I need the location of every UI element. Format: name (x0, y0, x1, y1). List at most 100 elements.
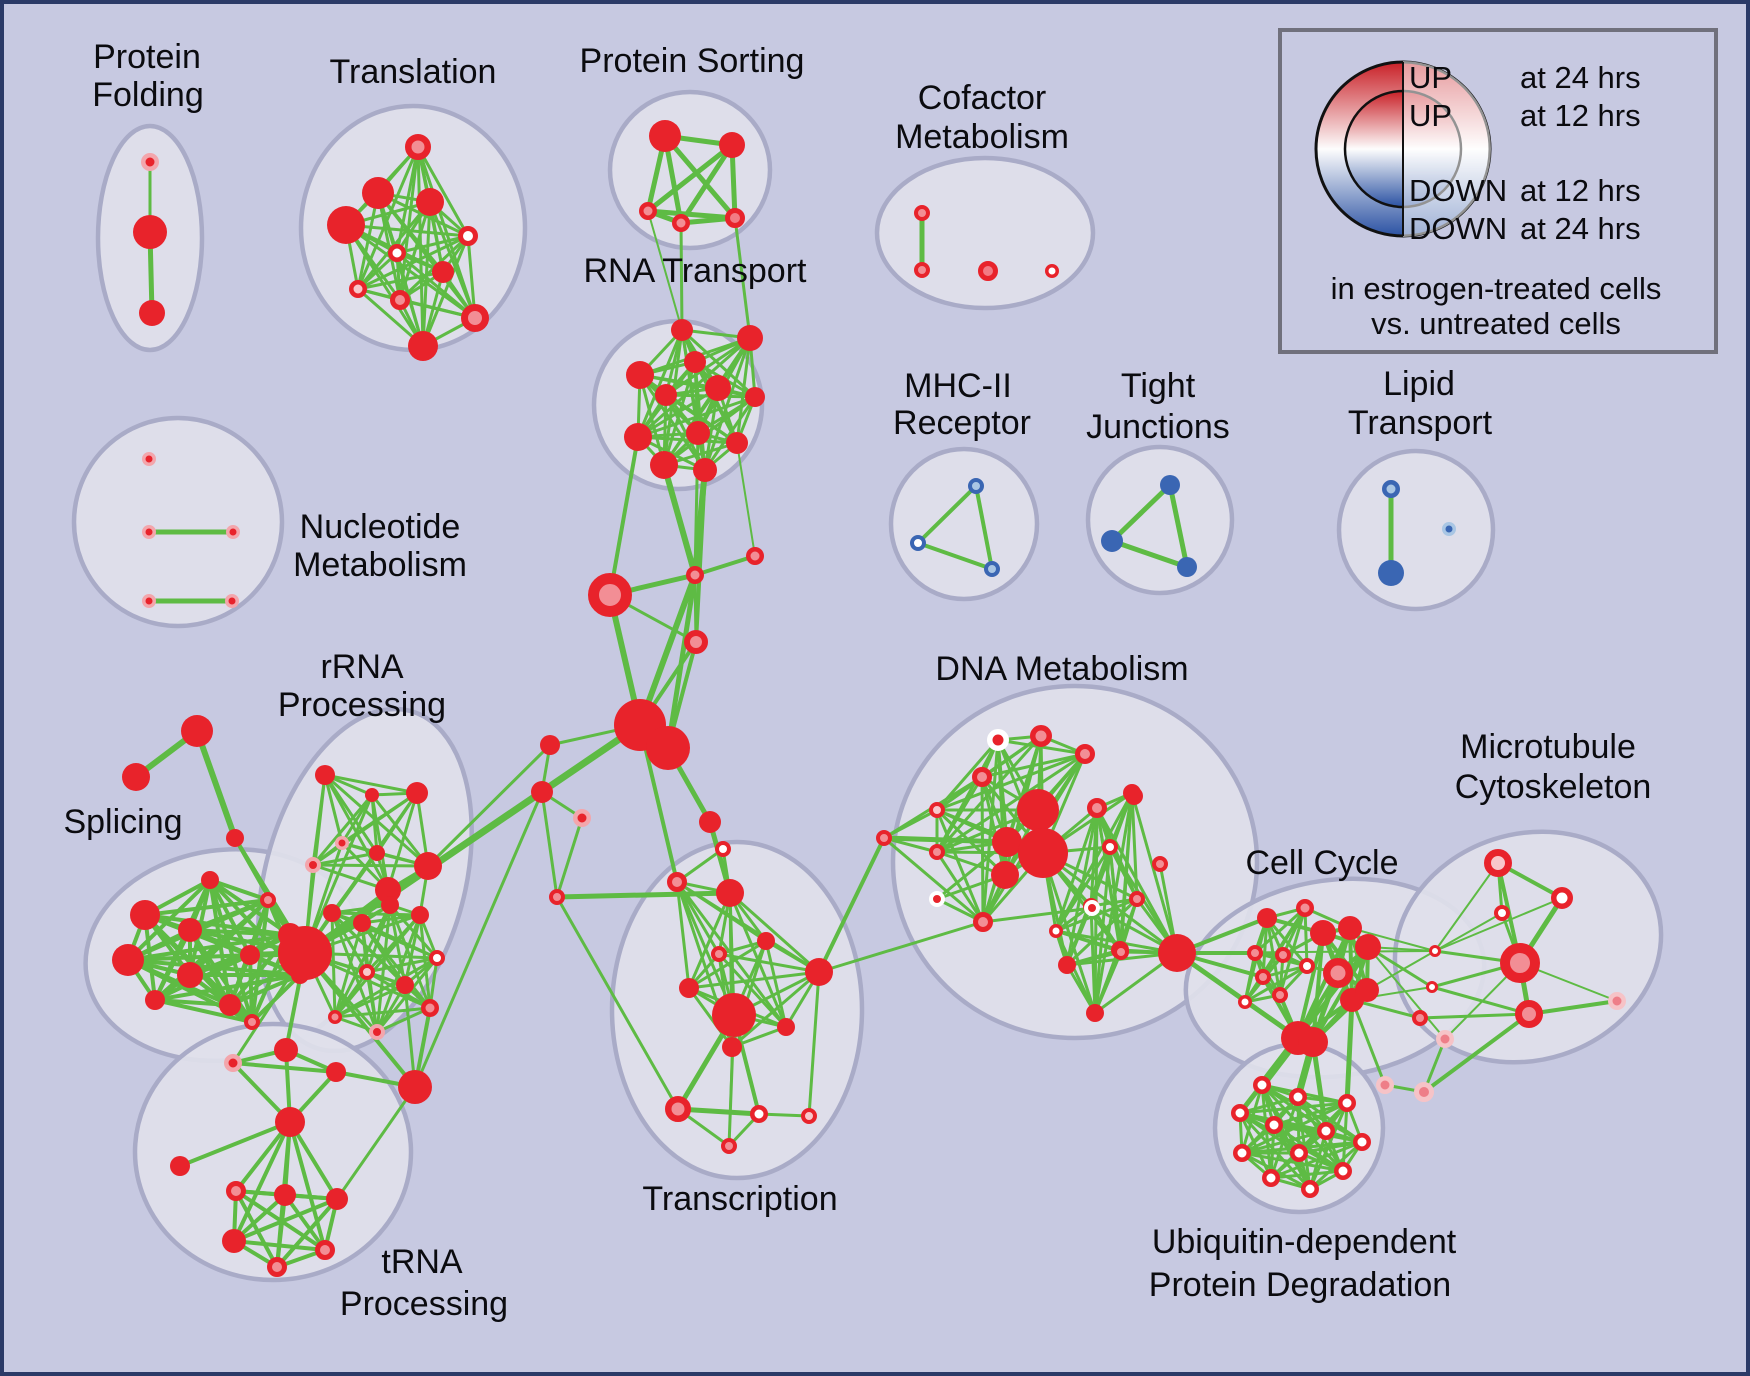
cluster-label-rrna-processing: Processing (278, 686, 446, 724)
gene-node-cnG (540, 735, 560, 755)
network-edge (817, 836, 886, 974)
gene-node-mt9 (1608, 992, 1626, 1010)
network-edge (208, 878, 232, 1007)
gene-node-dmH1 (1017, 789, 1059, 831)
gene-node-ub11 (1262, 1169, 1280, 1187)
gene-node-rrH (278, 926, 332, 980)
network-edge (1176, 950, 1436, 954)
legend-direction-label: UP (1409, 60, 1452, 95)
network-edge (717, 952, 821, 974)
network-edge (736, 442, 756, 557)
legend-footnote: vs. untreated cells (1371, 306, 1621, 341)
network-edge (1238, 1101, 1349, 1115)
gene-node-rr16 (421, 999, 439, 1017)
network-edge (981, 906, 1094, 924)
gene-node-rr11 (381, 896, 399, 914)
network-edge (1269, 1169, 1345, 1180)
gene-node-l3 (1442, 522, 1456, 536)
network-edge (540, 790, 559, 899)
gene-node-rr19 (398, 1070, 432, 1104)
gene-node-rr18 (328, 1010, 342, 1024)
gene-node-sp4 (177, 962, 203, 988)
gene-node-dm10 (991, 861, 1019, 889)
gene-node-s5 (725, 208, 745, 228)
gene-node-tn10 (267, 1257, 287, 1277)
gene-node-tn2 (274, 1038, 298, 1062)
gene-node-sp1 (130, 900, 160, 930)
legend-direction-label: DOWN (1409, 211, 1507, 246)
gene-node-mt4 (1429, 945, 1441, 957)
gene-node-dm9 (1102, 839, 1118, 855)
gene-node-tx5 (711, 946, 727, 962)
network-edge (1109, 538, 1190, 570)
gene-node-tn1 (224, 1054, 242, 1072)
cluster-label-mhc-ii-receptor: MHC-II (904, 367, 1012, 405)
gene-node-cc9 (1310, 920, 1336, 946)
network-edge (1054, 929, 1123, 954)
network-edge (675, 880, 691, 990)
gene-node-dm13 (1049, 924, 1063, 938)
gene-node-j1 (1160, 475, 1180, 495)
network-edge (636, 395, 757, 439)
network-edge (1350, 998, 1387, 1087)
network-edge (395, 251, 477, 320)
network-edge (645, 142, 735, 214)
network-edge (679, 221, 684, 332)
network-edge (303, 951, 417, 1089)
network-edge (730, 970, 821, 1049)
gene-node-mt8 (1515, 1000, 1543, 1028)
gene-node-cc8 (1272, 987, 1288, 1003)
gene-node-tx10 (665, 1096, 691, 1122)
gene-node-t11 (408, 331, 438, 361)
cluster-label-translation: Translation (330, 53, 497, 91)
network-edge (1065, 904, 1093, 967)
gene-node-r3 (626, 361, 654, 389)
gene-node-ub6 (1317, 1122, 1335, 1140)
gene-node-dmH3 (992, 827, 1022, 857)
network-edge (662, 133, 738, 221)
gene-node-tx13 (721, 1138, 737, 1154)
gene-node-n3 (226, 525, 240, 539)
network-edge (356, 145, 420, 291)
gene-node-r2 (737, 325, 763, 351)
cluster-ellipse-tight-junctions (1085, 444, 1235, 596)
network-edge (1418, 1012, 1531, 1020)
cluster-label-lipid-transport: Transport (1348, 404, 1493, 442)
gene-node-tx4 (757, 932, 775, 950)
gene-node-mt3 (1494, 905, 1510, 921)
network-edge (1243, 951, 1257, 1004)
gene-node-tx3 (549, 889, 565, 905)
cluster-label-transcription: Transcription (642, 1180, 837, 1218)
gene-node-g1 (181, 715, 213, 747)
gene-node-cc18 (1436, 1030, 1454, 1048)
gene-node-rr15 (396, 976, 414, 994)
gene-node-j3 (1177, 557, 1197, 577)
network-edge (555, 895, 680, 1111)
cluster-label-trna-processing: Processing (340, 1285, 508, 1323)
gene-node-cc6 (1255, 969, 1271, 985)
gene-node-mt6 (1426, 981, 1438, 993)
network-edge (662, 360, 697, 467)
network-edge (421, 234, 470, 348)
network-edge (916, 541, 994, 571)
network-edge (275, 1197, 339, 1269)
gene-node-ub2 (1289, 1088, 1307, 1106)
network-edge (194, 728, 238, 841)
network-edge (1311, 945, 1370, 1044)
network-edge (687, 986, 734, 1049)
network-edge (703, 336, 752, 472)
gene-node-tn5 (170, 1156, 190, 1176)
network-edge (333, 970, 369, 1019)
network-edge (728, 891, 821, 974)
gene-node-mt7 (1412, 1010, 1428, 1026)
gene-node-dm20 (1125, 787, 1143, 805)
network-edge (333, 913, 422, 1019)
gene-node-rr13 (429, 950, 445, 966)
gene-node-dm22 (1152, 856, 1168, 872)
network-edge (413, 790, 544, 1089)
gene-node-tn8 (326, 1188, 348, 1210)
network-edge (208, 878, 270, 902)
network-edge (694, 468, 707, 644)
cluster-label-protein-sorting: Protein Sorting (580, 42, 805, 80)
